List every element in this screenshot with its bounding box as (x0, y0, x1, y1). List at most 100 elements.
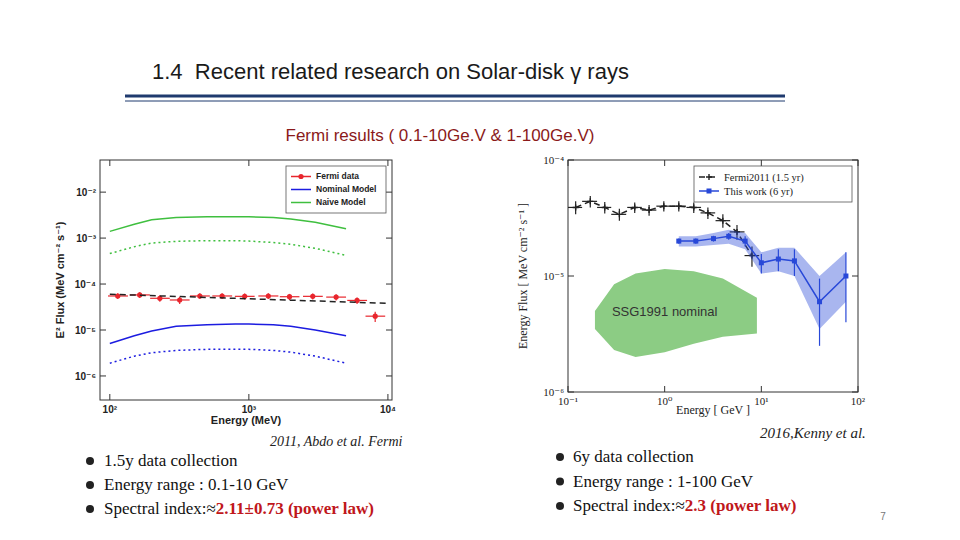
marker (602, 204, 608, 210)
marker (743, 239, 748, 244)
marker (676, 239, 681, 244)
marker (691, 204, 697, 210)
y-tick-label: 10⁻² (76, 187, 96, 198)
series-line (576, 201, 752, 255)
y-tick-label: 10⁻⁵ (543, 270, 564, 282)
error-bar (819, 279, 820, 346)
x-axis-label: Energy (MeV) (211, 414, 282, 426)
note-text: Energy range : 1-100 GeV (573, 472, 754, 491)
marker (310, 294, 315, 299)
series-line (110, 349, 346, 363)
note: Energy range : 1-100 GeV (573, 472, 754, 491)
marker (676, 203, 682, 209)
note: 6y data collection (573, 447, 694, 466)
chart: 10⁻¹10⁰10¹10²10⁻⁶10⁻⁵10⁻⁴Energy [ GeV ]E… (516, 154, 866, 417)
note: Energy range : 0.1-10 GeV (104, 475, 289, 494)
note-text: 1.5y data collection (104, 451, 238, 470)
marker (792, 258, 797, 263)
note-emphasis: 2.3 (power law) (685, 496, 797, 515)
bullet (86, 505, 94, 513)
x-tick (568, 386, 569, 392)
x-tick (664, 160, 665, 166)
y-tick (100, 375, 106, 376)
legend-swatch (291, 202, 311, 204)
x-tick-label: 10² (851, 395, 866, 407)
legend-label: This work (6 yr) (724, 186, 794, 198)
x-tick-label: 10² (103, 404, 118, 415)
y-tick (386, 192, 392, 193)
marker (693, 239, 698, 244)
marker (706, 174, 712, 180)
title-rule (125, 95, 785, 98)
y-tick-label: 10⁻⁶ (75, 371, 96, 382)
bullet (86, 481, 94, 489)
marker (333, 294, 338, 299)
legend-label: Nominal Model (316, 184, 376, 194)
legend-swatch (291, 189, 311, 191)
series-line (110, 324, 346, 343)
y-tick (386, 238, 392, 239)
plot-labels: SSG1991 nominal (612, 304, 718, 319)
x-tick (109, 394, 110, 400)
caption: 2016,Kenny et al. (760, 425, 866, 441)
y-tick (568, 392, 574, 393)
marker (646, 207, 652, 213)
legend-box (286, 166, 386, 213)
marker (776, 257, 781, 262)
title-rule (125, 101, 785, 102)
y-tick (568, 160, 574, 161)
y-tick (100, 238, 106, 239)
y-tick (852, 160, 858, 161)
y-tick-label: 10⁻⁵ (75, 325, 96, 336)
x-tick-label: 10⁰ (657, 395, 673, 407)
marker (298, 174, 303, 179)
note-text: Spectral index:≈ (104, 499, 216, 518)
x-tick (387, 394, 388, 400)
marker (373, 314, 378, 319)
plot-frame (100, 160, 392, 400)
x-tick (387, 160, 388, 166)
x-tick (568, 160, 569, 166)
marker (661, 203, 667, 209)
marker (266, 293, 271, 298)
legend-label: Naive Model (316, 197, 366, 207)
marker (711, 236, 716, 241)
plot-frame (568, 160, 858, 392)
marker (587, 198, 593, 204)
y-tick (852, 276, 858, 277)
y-tick (100, 330, 106, 331)
model-band (595, 269, 757, 357)
bullet (86, 457, 94, 465)
plot-data (568, 196, 848, 357)
marker (573, 204, 579, 210)
x-tick (248, 160, 249, 166)
note: Spectral index:≈2.3 (power law) (573, 496, 796, 515)
y-tick (386, 330, 392, 331)
page-number: 7 (880, 511, 886, 522)
marker (632, 204, 638, 210)
slide-title: 1.4 Recent related research on Solar-dis… (152, 59, 629, 84)
y-tick (100, 192, 106, 193)
slide: 1.4 Recent related research on Solar-dis… (0, 0, 960, 540)
bullet (556, 502, 564, 510)
marker (817, 299, 822, 304)
marker (616, 211, 622, 217)
x-tick (761, 160, 762, 166)
x-tick (761, 386, 762, 392)
series-line (110, 241, 346, 256)
y-tick (568, 276, 574, 277)
y-tick-label: 10⁻⁴ (75, 279, 96, 290)
marker (287, 294, 292, 299)
marker (759, 260, 764, 265)
caption: 2011, Abdo et al. Fermi (270, 434, 403, 449)
x-tick (109, 160, 110, 166)
y-tick-label: 10⁻⁴ (543, 154, 564, 166)
legend-label: Fermi data (316, 171, 359, 181)
legend-label: Fermi2011 (1.5 yr) (724, 172, 804, 184)
plot-data (108, 217, 388, 363)
legend: Fermi data Nominal Model Naive Model (286, 166, 386, 213)
bullet (556, 478, 564, 486)
marker (726, 234, 731, 239)
error-bar (845, 252, 846, 322)
slide-subtitle: Fermi results ( 0.1-10Ge.V & 1-100Ge.V) (286, 126, 595, 145)
